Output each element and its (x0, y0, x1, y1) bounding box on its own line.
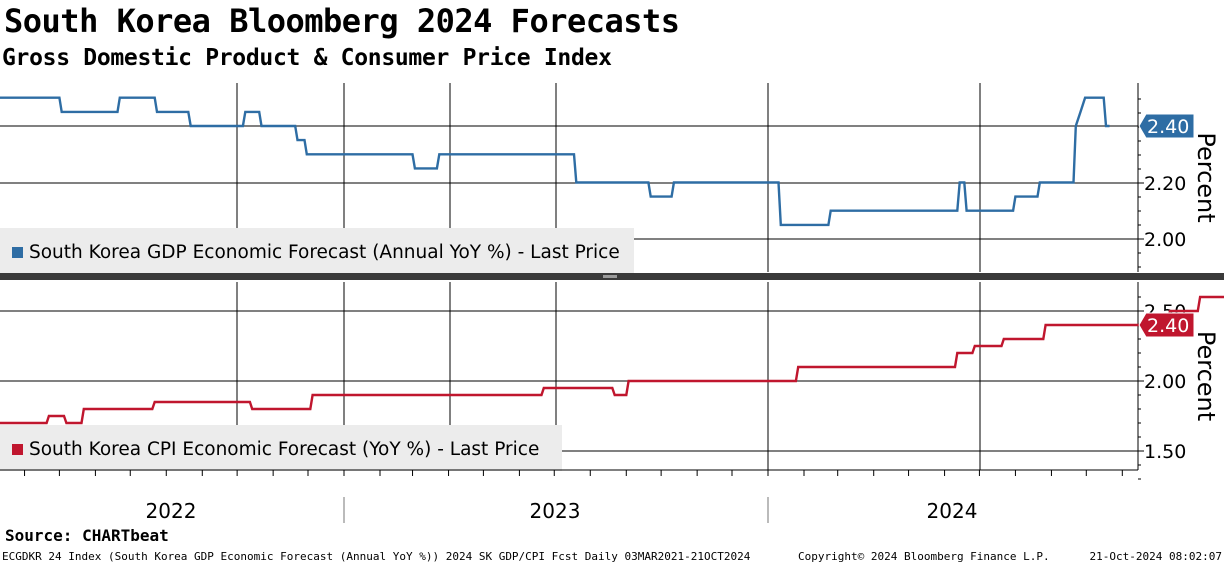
last-value-label: 2.40 (1147, 315, 1189, 337)
separator-grip (603, 275, 617, 278)
chart-title: South Korea Bloomberg 2024 Forecasts (4, 2, 680, 40)
legend-label: South Korea CPI Economic Forecast (YoY %… (29, 439, 539, 460)
legend-swatch (12, 247, 23, 258)
y-tick-label: 1.50 (1144, 441, 1186, 463)
y-axis-title: Percent (1192, 331, 1220, 421)
series-line (0, 96, 1110, 227)
y-tick-label: 2.20 (1144, 173, 1186, 195)
chart-subtitle: Gross Domestic Product & Consumer Price … (2, 45, 612, 71)
footer-timestamp: 21-Oct-2024 08:02:07 (1089, 550, 1222, 563)
source-note: Source: CHARTbeat (5, 526, 169, 545)
legend-label: South Korea GDP Economic Forecast (Annua… (29, 242, 620, 263)
series-line (0, 295, 1224, 425)
legend-box (0, 228, 634, 274)
legend-swatch (12, 444, 23, 455)
footer-copyright: Copyright© 2024 Bloomberg Finance L.P. (798, 550, 1050, 563)
x-year-label: 2024 (927, 499, 978, 523)
y-tick-label: 2.00 (1144, 371, 1186, 393)
x-year-label: 2022 (146, 499, 197, 523)
x-year-label: 2023 (530, 499, 581, 523)
last-value-label: 2.40 (1147, 116, 1189, 138)
footer-ticker: ECGDKR 24 Index (South Korea GDP Economi… (2, 550, 751, 563)
last-value-tag (1138, 113, 1195, 139)
y-tick-label: 2.00 (1144, 229, 1186, 251)
y-axis-title: Percent (1192, 132, 1220, 222)
last-value-tag (1138, 312, 1195, 338)
x-axis: 2022 2023 2024 (0, 273, 1224, 523)
legend-box (0, 425, 562, 471)
